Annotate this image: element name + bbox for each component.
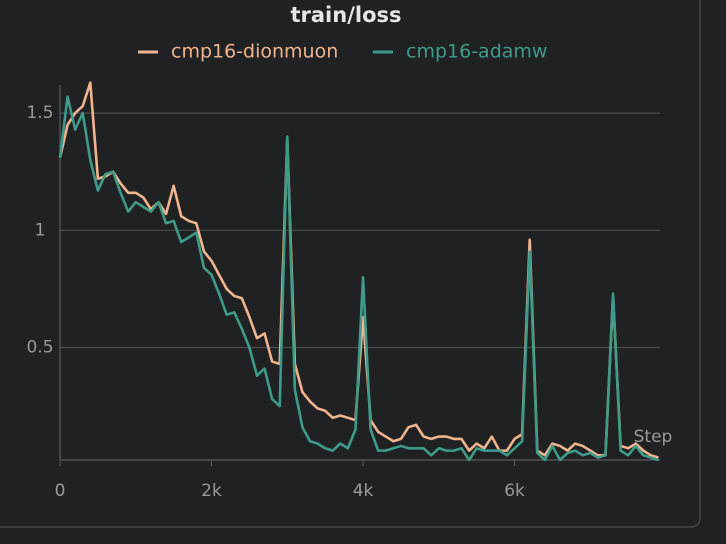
x-tick-label: 4k — [353, 481, 374, 501]
x-tick-label: 0 — [55, 481, 66, 501]
y-tick-label: 0.5 — [26, 338, 53, 358]
series-line — [58, 95, 659, 462]
y-tick-label: 1 — [35, 220, 46, 240]
legend-label: cmp16-adamw — [406, 41, 547, 63]
x-tick-label: 6k — [504, 481, 525, 501]
x-tick-label: 2k — [201, 481, 222, 501]
legend-label: cmp16-dionmuon — [171, 41, 338, 63]
x-axis-label: Step — [634, 427, 673, 447]
chart-title: train/loss — [290, 3, 401, 27]
panel-border — [0, 0, 701, 528]
y-tick-label: 1.5 — [26, 103, 53, 123]
